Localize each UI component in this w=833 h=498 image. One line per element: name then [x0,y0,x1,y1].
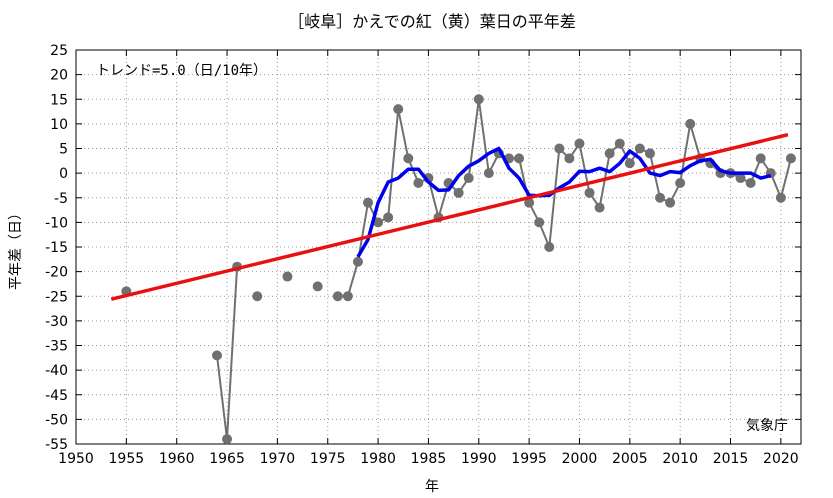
observed-point [383,212,394,223]
observed-point [393,104,404,115]
observed-point [463,173,474,184]
observed-point [655,192,666,203]
x-tick-label: 2020 [763,451,799,467]
observed-point [282,271,293,282]
observed-point [342,291,353,302]
y-tick-label: 20 [50,68,68,84]
observed-point [211,350,222,361]
observed-point [413,177,424,188]
observed-point [584,187,595,198]
trend-annotation: トレンド=5.0（日/10年） [96,63,267,79]
observed-point [403,153,414,164]
observed-point [373,217,384,228]
x-ticks: 1950 1955 1960 1965 1970 1975 1980 1985 1990 1995… [58,50,799,467]
observed-point [745,177,756,188]
x-tick-label: 1975 [310,451,346,467]
y-tick-label: -15 [45,240,68,256]
observed-point [634,143,645,154]
x-tick-label: 2000 [562,451,598,467]
observed-point [614,138,625,149]
y-tick-label: -50 [45,412,68,428]
x-tick-label: 1970 [260,451,296,467]
observed-point [544,242,555,252]
observed-point [534,217,545,228]
observed-point [675,177,686,188]
x-tick-label: 2005 [612,451,648,467]
observed-series [121,94,796,445]
observed-point [624,158,635,169]
y-axis-label: 平年差（日） [8,206,24,290]
y-tick-label: -5 [54,191,68,207]
observed-point [785,153,796,164]
observed-point [222,434,233,445]
x-tick-label: 1955 [109,451,145,467]
observed-point [524,197,535,208]
grid [76,50,801,444]
observed-point [735,173,746,184]
y-tick-label: -40 [45,363,68,379]
x-tick-label: 1985 [411,451,447,467]
observed-point [352,256,363,267]
moving-average-series [356,146,772,258]
y-tick-label: 25 [50,43,68,59]
y-ticks: 25 20 15 10 5 0 -5 -10 -15 -20 -25 -30 -35 -40 -45 -50 -… [45,43,801,453]
x-tick-label: 1990 [461,451,497,467]
observed-point [685,118,696,129]
moving-average-line [356,146,772,258]
y-tick-label: 10 [50,117,68,133]
y-tick-label: 5 [59,142,68,158]
trend-series [110,133,789,301]
observed-point [665,197,676,208]
y-tick-label: 0 [59,166,68,182]
observed-point [644,148,655,159]
observed-point [453,187,464,198]
chart-title: ［岐阜］かえでの紅（黄）葉日の平年差 [288,12,576,31]
observed-point [363,197,374,208]
y-tick-label: -55 [45,437,68,453]
observed-point [473,94,484,105]
observed-point [332,291,343,302]
observed-point [564,153,575,164]
source-label: 気象庁 [746,418,788,434]
observed-point [483,168,494,179]
observed-point [312,281,323,292]
y-tick-label: -30 [45,314,68,330]
observed-point [755,153,766,164]
observed-point [594,202,605,213]
x-tick-label: 1980 [360,451,396,467]
y-tick-label: -45 [45,388,68,404]
observed-point [775,192,786,203]
observed-point [514,153,525,164]
observed-point [554,143,565,154]
x-tick-label: 2010 [662,451,698,467]
x-axis-label: 年 [425,479,439,495]
y-tick-label: -35 [45,339,68,355]
y-tick-label: -20 [45,265,68,281]
observed-point [252,291,263,302]
observed-point [604,148,615,159]
x-tick-label: 1960 [159,451,195,467]
x-tick-label: 2015 [713,451,749,467]
x-tick-label: 1995 [511,451,547,467]
x-tick-label: 1950 [58,451,94,467]
y-tick-label: -10 [45,215,68,231]
trend-line [110,133,789,301]
x-tick-label: 1965 [209,451,245,467]
y-tick-label: -25 [45,289,68,305]
observed-point [574,138,585,149]
y-tick-label: 15 [50,92,68,108]
